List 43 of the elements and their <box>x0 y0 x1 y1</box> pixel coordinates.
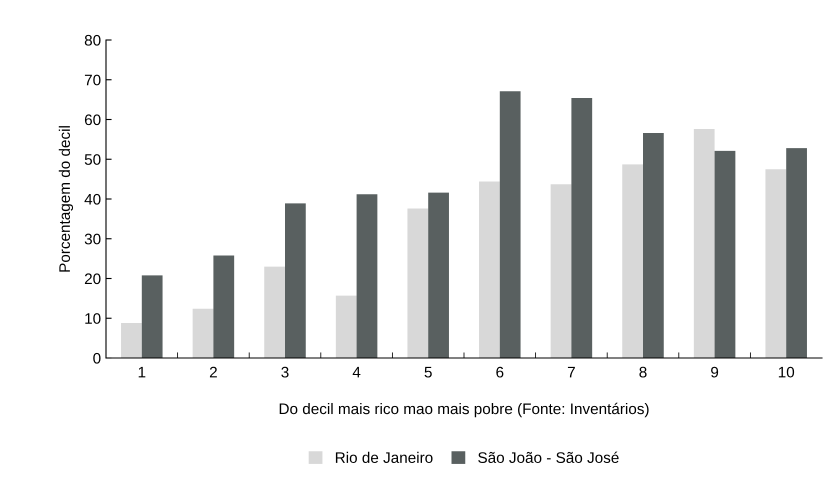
y-tick-label: 70 <box>84 74 101 86</box>
bar <box>694 129 715 358</box>
bar <box>714 150 736 358</box>
bar <box>336 296 357 358</box>
x-tick-label: 5 <box>424 366 432 378</box>
y-tick-label: 60 <box>84 114 101 126</box>
bar <box>264 266 285 358</box>
x-axis-title: Do decil mais rico mao mais pobre (Fonte: Inventários) <box>280 402 649 418</box>
bar <box>479 182 500 358</box>
y-tick-label: 80 <box>84 34 101 46</box>
bar <box>213 255 234 358</box>
y-tick-label: 40 <box>84 194 101 205</box>
bar <box>786 148 807 358</box>
x-tick-label: 2 <box>210 366 217 378</box>
bar <box>121 323 142 358</box>
bar <box>192 308 214 358</box>
x-tick-label: 6 <box>496 366 504 378</box>
bar <box>428 192 449 358</box>
bar <box>356 194 378 358</box>
y-tick-label: 20 <box>84 273 101 284</box>
x-tick-label: 7 <box>568 366 575 378</box>
x-tick-label: 9 <box>711 366 718 378</box>
bar <box>622 164 643 358</box>
y-tick-label: 30 <box>84 234 101 244</box>
bar <box>407 208 428 358</box>
y-tick-label: 50 <box>84 154 101 165</box>
y-tick-label: 10 <box>85 313 101 324</box>
bar <box>550 184 572 358</box>
legend-label: Rio de Janeiro <box>336 452 433 464</box>
x-tick-label: 10 <box>778 366 794 378</box>
bar <box>765 169 786 358</box>
x-tick-label: 4 <box>352 366 360 378</box>
bar <box>142 275 163 358</box>
bar <box>285 203 306 358</box>
x-tick-label: 3 <box>281 366 289 378</box>
bar <box>643 133 664 358</box>
legend-label: São João - São José <box>478 452 619 464</box>
x-tick-label: 8 <box>639 366 647 378</box>
y-axis-title: Porcentagem do decil <box>58 126 74 272</box>
bar <box>571 98 592 358</box>
bar <box>500 91 521 358</box>
y-tick-label: 0 <box>93 352 101 364</box>
x-tick-label: 1 <box>138 366 146 378</box>
